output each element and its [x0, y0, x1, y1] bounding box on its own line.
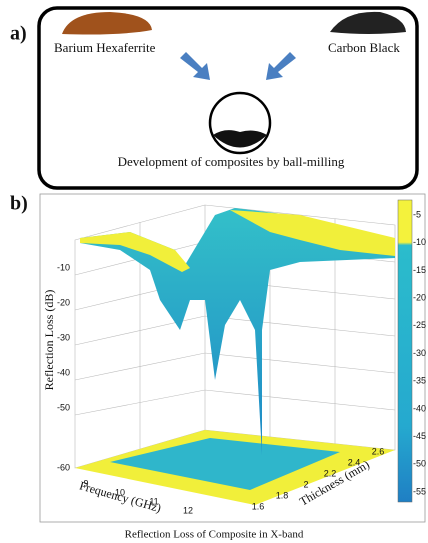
- caption: Reflection Loss of Composite in X-band: [125, 529, 304, 541]
- floor-contour: [110, 438, 340, 490]
- material-label: Barium Hexaferrite: [54, 40, 156, 55]
- y-tick-label: 1.8: [276, 490, 289, 500]
- process-label: Development of composites by ball-millin…: [118, 154, 345, 169]
- z-tick-label: -10: [57, 262, 70, 272]
- colorbar-tick-label: -45: [413, 431, 426, 441]
- colorbar-tick-label: -35: [413, 376, 426, 386]
- colorbar-tick-label: -25: [413, 320, 426, 330]
- y-tick-label: 2.2: [324, 468, 337, 478]
- colorbar-tick-label: -5: [413, 209, 421, 219]
- panel-label: b): [10, 193, 28, 215]
- x-tick-label: 12: [183, 505, 193, 515]
- hexaferrite-blob: [62, 12, 152, 35]
- z-tick-label: -50: [57, 402, 70, 412]
- z-tick-label: -40: [57, 367, 70, 377]
- colorbar-tick-label: -30: [413, 348, 426, 358]
- y-tick-label: 1.6: [252, 501, 265, 511]
- colorbar: [397, 199, 413, 503]
- z-tick-label: -20: [57, 297, 70, 307]
- frame: [37, 6, 419, 190]
- arrow: [180, 52, 210, 80]
- plot-frame: [39, 193, 426, 523]
- arrow: [266, 52, 296, 80]
- surface-high: [80, 210, 395, 272]
- colorbar-tick-label: -10: [413, 237, 426, 247]
- colorbar-tick-label: -15: [413, 265, 426, 275]
- y-tick-label: 2: [303, 479, 308, 489]
- colorbar-tick-label: -50: [413, 459, 426, 469]
- y-tick-label: 2.4: [348, 457, 361, 467]
- z-tick-label: -60: [57, 462, 70, 472]
- colorbar-tick-label: -40: [413, 403, 426, 413]
- colorbar-tick-label: -20: [413, 292, 426, 302]
- z-tick-label: -30: [57, 332, 70, 342]
- carbon-blob: [330, 11, 406, 34]
- x-tick-label: 11: [149, 496, 158, 506]
- surface: [80, 208, 395, 455]
- panel-label: a): [10, 23, 27, 45]
- y-tick-label: 2.6: [372, 446, 385, 456]
- x-tick-label: 9: [83, 478, 88, 488]
- material-label: Carbon Black: [328, 40, 400, 55]
- particles: [213, 130, 267, 148]
- x-tick-label: 10: [115, 487, 125, 497]
- colorbar-tick-label: -55: [413, 486, 426, 496]
- z-axis-label: Reflection Loss (dB): [42, 290, 56, 391]
